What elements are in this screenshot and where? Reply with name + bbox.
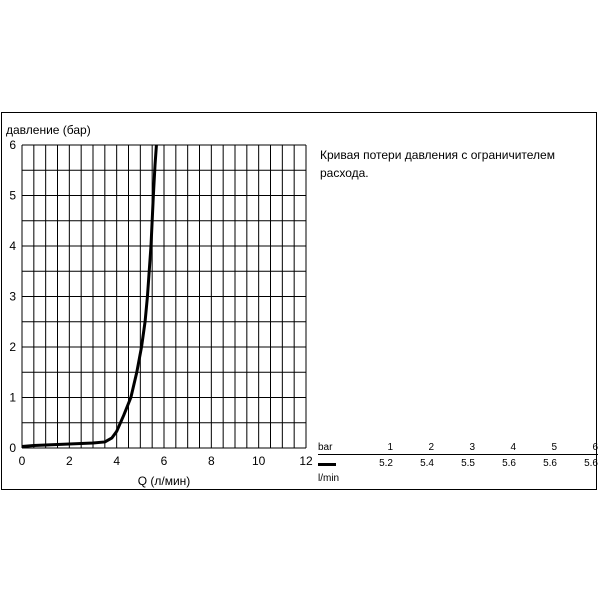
unit-lmin-label: l/min [318, 472, 340, 484]
flow-value: 5.6 [584, 457, 598, 469]
x-axis-label: Q (л/мин) [138, 474, 191, 488]
pressure-value: 4 [510, 441, 516, 453]
x-tick-label: 2 [66, 454, 73, 468]
pressure-value: 1 [387, 441, 393, 453]
series-swatch [318, 462, 336, 466]
chart-description: Кривая потери давления с ограничителем р… [320, 148, 555, 180]
x-tick-label: 10 [252, 454, 266, 468]
pressure-value: 5 [551, 441, 557, 453]
flow-value: 5.4 [420, 457, 434, 469]
y-tick-label: 0 [9, 441, 16, 455]
y-axis-label: давление (бар) [6, 123, 91, 137]
flow-value: 5.6 [543, 457, 557, 469]
y-tick-label: 6 [9, 138, 16, 152]
x-tick-label: 4 [113, 454, 120, 468]
pressure-loss-curve [21, 144, 158, 448]
chart-frame [1, 112, 597, 490]
legend-flow-row: 5.2 5.4 5.5 5.6 5.6 5.6 [318, 455, 598, 471]
pressure-value: 3 [469, 441, 475, 453]
y-tick-label: 4 [9, 239, 16, 253]
pressure-value: 6 [592, 441, 598, 453]
unit-bar-label: bar [318, 441, 333, 453]
y-tick-label: 1 [9, 391, 16, 405]
legend-unit-row: l/min [318, 471, 598, 485]
y-tick-label: 3 [9, 290, 16, 304]
flow-value: 5.5 [461, 457, 475, 469]
pressure-value: 2 [428, 441, 434, 453]
y-tick-label: 2 [9, 340, 16, 354]
x-tick-label: 12 [299, 454, 313, 468]
legend-header-row: bar 1 2 3 4 5 6 [318, 440, 598, 455]
flow-value: 5.6 [502, 457, 516, 469]
flow-value: 5.2 [379, 457, 393, 469]
x-tick-label: 8 [208, 454, 215, 468]
y-tick-label: 5 [9, 189, 16, 203]
x-tick-label: 0 [19, 454, 26, 468]
x-tick-label: 6 [161, 454, 168, 468]
legend-table: bar 1 2 3 4 5 6 5.2 5.4 5.5 5.6 5.6 5.6 … [318, 440, 598, 485]
